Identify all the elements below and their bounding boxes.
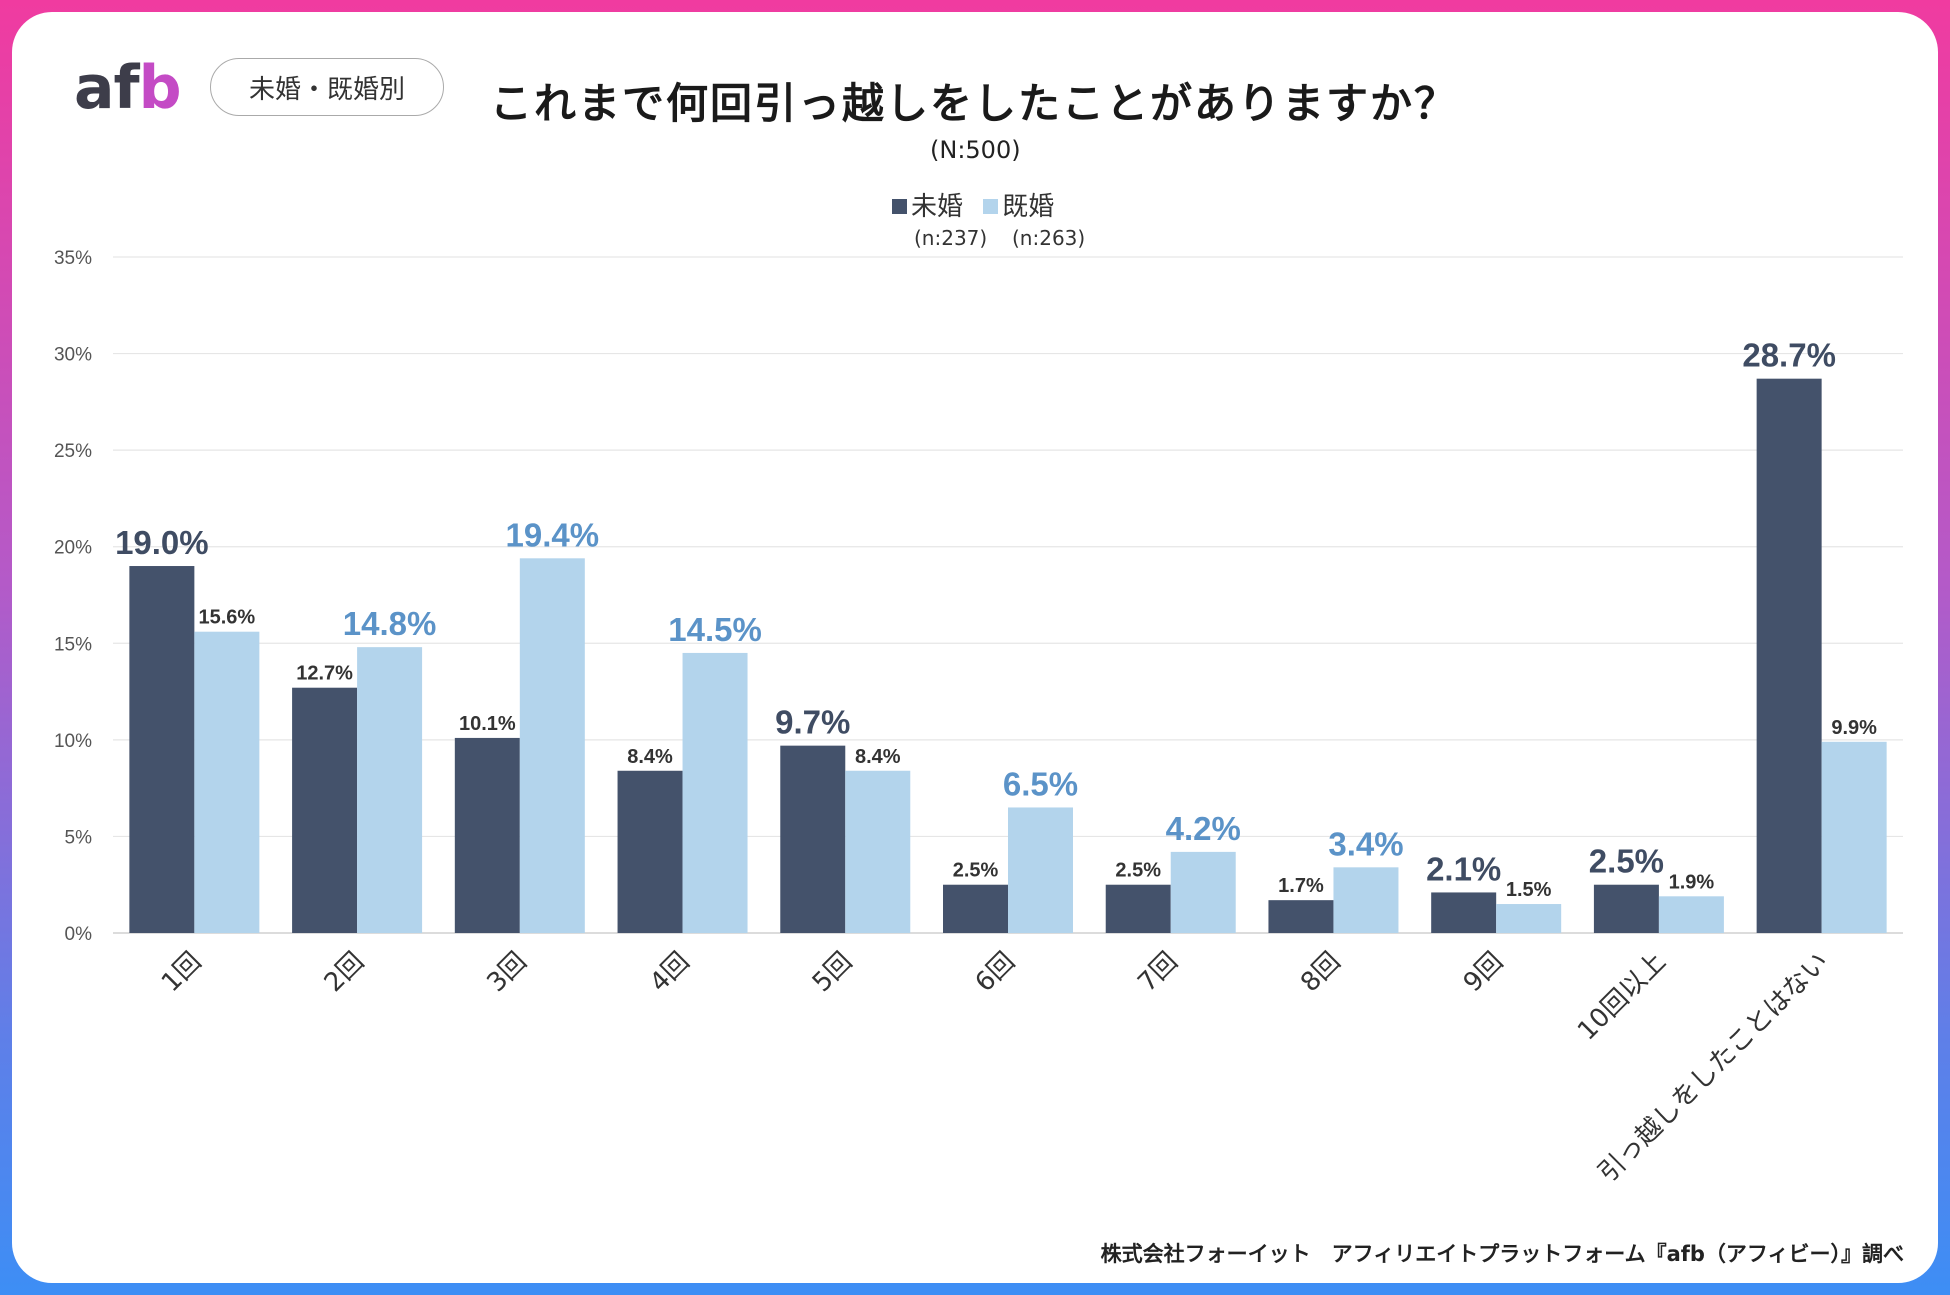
- bar-married: [1008, 807, 1073, 933]
- y-tick-label: 0%: [65, 924, 93, 945]
- data-label: 4.2%: [1166, 810, 1241, 847]
- afb-logo: afb: [74, 58, 182, 118]
- legend-swatch-unmarried: [892, 199, 907, 214]
- data-label: 19.4%: [506, 516, 600, 553]
- data-label: 2.5%: [953, 860, 999, 882]
- bar-married: [1170, 851, 1236, 933]
- bar-married: [1496, 904, 1562, 933]
- y-tick-label: 5%: [65, 827, 93, 848]
- data-label: 2.5%: [1589, 843, 1664, 880]
- y-tick-label: 30%: [54, 345, 92, 366]
- bar-unmarried: [780, 745, 846, 933]
- chart-subtitle: (N:500): [930, 136, 1021, 164]
- chart-card: afb 未婚・既婚別 これまで何回引っ越しをしたことがありますか？ (N:500…: [12, 12, 1938, 1283]
- data-label: 8.4%: [627, 746, 673, 768]
- y-tick-label: 10%: [54, 731, 92, 752]
- x-tick-label: 10回以上: [1572, 947, 1672, 1047]
- data-label: 2.1%: [1426, 850, 1501, 887]
- logo-text: af: [74, 53, 140, 123]
- x-tick-label: 3回: [481, 947, 532, 998]
- y-tick-label: 25%: [54, 441, 92, 462]
- data-label: 1.7%: [1278, 875, 1324, 897]
- y-tick-label: 15%: [54, 634, 92, 655]
- x-tick-label: 4回: [644, 947, 695, 998]
- bar-unmarried: [454, 737, 520, 933]
- source-note: 株式会社フォーイット アフィリエイトプラットフォーム『afb（アフィビー）』調べ: [1100, 1242, 1904, 1266]
- logo-text-b: b: [138, 53, 182, 123]
- category-badge: 未婚・既婚別: [210, 58, 444, 116]
- legend-item-unmarried: 未婚: [892, 186, 963, 223]
- bar-married: [1658, 896, 1724, 933]
- data-label: 12.7%: [296, 663, 353, 685]
- bar-unmarried: [1756, 378, 1822, 933]
- bar-unmarried: [1593, 884, 1659, 933]
- x-tick-label: 1回: [156, 947, 207, 998]
- legend: 未婚 既婚 (n:237) (n:263): [892, 186, 1085, 250]
- data-label: 19.0%: [115, 524, 209, 561]
- data-label: 3.4%: [1328, 825, 1403, 862]
- bar-unmarried: [129, 566, 195, 933]
- chart-title: これまで何回引っ越しをしたことがありますか？: [490, 79, 1459, 128]
- bar-married: [682, 652, 748, 933]
- legend-n-married: (n:263): [1012, 226, 1086, 250]
- legend-item-married: 既婚: [983, 186, 1054, 223]
- data-label: 1.9%: [1669, 871, 1715, 893]
- legend-n-unmarried: (n:237): [914, 226, 988, 250]
- data-label: 9.9%: [1831, 717, 1877, 739]
- bar-unmarried: [943, 884, 1008, 933]
- bar-unmarried: [1268, 900, 1334, 933]
- bar-married: [357, 647, 423, 933]
- x-tick-label: 5回: [807, 947, 858, 998]
- y-tick-label: 35%: [54, 248, 92, 269]
- data-label: 10.1%: [459, 713, 516, 735]
- legend-label-unmarried: 未婚: [911, 192, 964, 222]
- bar-unmarried: [1105, 884, 1171, 933]
- x-tick-label: 6回: [970, 947, 1021, 998]
- bar-married: [1333, 867, 1399, 933]
- legend-swatch-married: [983, 199, 999, 214]
- data-label: 2.5%: [1115, 860, 1161, 882]
- legend-label-married: 既婚: [1002, 192, 1055, 222]
- x-tick-label: 2回: [319, 947, 370, 998]
- y-tick-label: 20%: [54, 538, 92, 559]
- bar-unmarried: [1431, 892, 1497, 933]
- data-label: 15.6%: [199, 607, 256, 629]
- data-label: 9.7%: [775, 704, 850, 741]
- data-label: 6.5%: [1003, 765, 1078, 802]
- bar-unmarried: [617, 770, 683, 933]
- bar-married: [845, 770, 911, 933]
- x-tick-label: 8回: [1295, 947, 1346, 998]
- data-label: 14.5%: [668, 611, 762, 648]
- x-tick-label: 9回: [1458, 947, 1509, 998]
- bar-married: [1821, 741, 1887, 933]
- bar-married: [519, 558, 585, 933]
- bar-unmarried: [292, 687, 358, 933]
- bar-married: [194, 631, 260, 933]
- data-label: 28.7%: [1742, 337, 1836, 374]
- data-label: 8.4%: [855, 746, 901, 768]
- data-label: 14.8%: [343, 605, 437, 642]
- x-tick-label: 7回: [1132, 947, 1183, 998]
- data-label: 1.5%: [1506, 879, 1552, 901]
